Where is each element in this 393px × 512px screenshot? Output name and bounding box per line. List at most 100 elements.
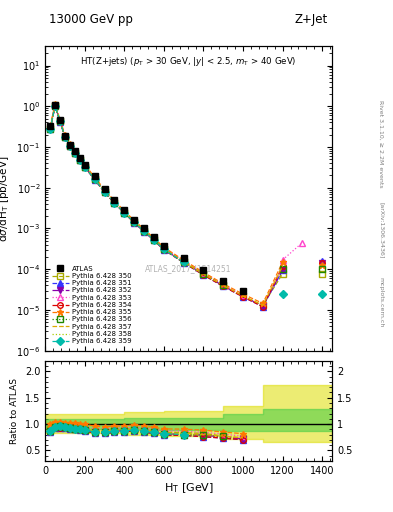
Pythia 6.428 358: [181, 259, 186, 265]
Pythia 6.428 350: [112, 199, 117, 205]
Pythia 6.428 353: [280, 257, 285, 263]
Pythia 6.428 350: [132, 219, 137, 225]
Pythia 6.428 358: [58, 118, 62, 124]
Pythia 6.428 353: [83, 162, 87, 168]
Pythia 6.428 350: [83, 163, 87, 169]
Line: Pythia 6.428 353: Pythia 6.428 353: [48, 102, 305, 298]
Pythia 6.428 352: [320, 260, 325, 266]
Pythia 6.428 351: [162, 247, 166, 253]
Pythia 6.428 355: [162, 244, 166, 250]
ATLAS: [201, 267, 206, 273]
Pythia 6.428 354: [241, 294, 245, 300]
Pythia 6.428 351: [201, 272, 206, 278]
Pythia 6.428 352: [142, 228, 147, 234]
Pythia 6.428 354: [221, 283, 226, 289]
Pythia 6.428 350: [241, 293, 245, 299]
Pythia 6.428 357: [92, 176, 97, 182]
Pythia 6.428 355: [83, 161, 87, 167]
Pythia 6.428 355: [122, 208, 127, 214]
Pythia 6.428 359: [102, 188, 107, 195]
Pythia 6.428 355: [320, 262, 325, 268]
Pythia 6.428 353: [77, 156, 82, 162]
Pythia 6.428 354: [122, 210, 127, 216]
Pythia 6.428 354: [73, 150, 77, 156]
Y-axis label: Ratio to ATLAS: Ratio to ATLAS: [10, 378, 19, 444]
Pythia 6.428 356: [92, 176, 97, 182]
ATLAS: [73, 148, 77, 155]
ATLAS: [83, 161, 87, 167]
Pythia 6.428 351: [53, 103, 57, 109]
Pythia 6.428 352: [261, 303, 265, 309]
Pythia 6.428 354: [152, 238, 156, 244]
Pythia 6.428 351: [280, 267, 285, 273]
Pythia 6.428 359: [132, 219, 137, 225]
Pythia 6.428 351: [62, 134, 67, 140]
Pythia 6.428 356: [62, 134, 67, 140]
Pythia 6.428 357: [142, 228, 147, 234]
Pythia 6.428 357: [73, 150, 77, 156]
Pythia 6.428 355: [92, 174, 97, 180]
Pythia 6.428 359: [83, 164, 87, 170]
Pythia 6.428 354: [48, 126, 53, 133]
Pythia 6.428 351: [102, 189, 107, 195]
Pythia 6.428 356: [53, 103, 57, 109]
Pythia 6.428 352: [181, 259, 186, 265]
Pythia 6.428 355: [142, 226, 147, 232]
Pythia 6.428 357: [68, 142, 72, 148]
Pythia 6.428 353: [48, 124, 53, 131]
Line: Pythia 6.428 352: Pythia 6.428 352: [48, 103, 325, 309]
Pythia 6.428 359: [53, 103, 57, 109]
Pythia 6.428 357: [112, 199, 117, 205]
ATLAS: [77, 155, 82, 161]
ATLAS: [122, 207, 127, 214]
Pythia 6.428 354: [181, 260, 186, 266]
Pythia 6.428 353: [122, 208, 127, 215]
Pythia 6.428 359: [162, 246, 166, 252]
ATLAS: [62, 133, 67, 139]
Pythia 6.428 354: [92, 177, 97, 183]
ATLAS: [132, 217, 137, 223]
Pythia 6.428 351: [48, 126, 53, 133]
Pythia 6.428 356: [122, 209, 127, 216]
Pythia 6.428 353: [162, 245, 166, 251]
Pythia 6.428 358: [68, 143, 72, 149]
Pythia 6.428 357: [261, 302, 265, 308]
Pythia 6.428 359: [152, 237, 156, 243]
Pythia 6.428 350: [73, 150, 77, 156]
Text: Rivet 3.1.10, ≥ 2.2M events: Rivet 3.1.10, ≥ 2.2M events: [379, 99, 384, 187]
Pythia 6.428 359: [112, 200, 117, 206]
Pythia 6.428 352: [112, 200, 117, 206]
Pythia 6.428 358: [122, 209, 127, 216]
Pythia 6.428 351: [320, 259, 325, 265]
Pythia 6.428 350: [320, 271, 325, 278]
ATLAS: [112, 197, 117, 203]
Pythia 6.428 350: [122, 209, 127, 216]
Pythia 6.428 353: [300, 240, 305, 246]
Pythia 6.428 354: [162, 247, 166, 253]
Pythia 6.428 359: [48, 126, 53, 132]
Pythia 6.428 355: [73, 148, 77, 154]
Line: Pythia 6.428 356: Pythia 6.428 356: [48, 103, 325, 288]
ATLAS: [48, 123, 53, 130]
Pythia 6.428 353: [68, 142, 72, 148]
Pythia 6.428 356: [48, 126, 53, 132]
Pythia 6.428 354: [201, 272, 206, 278]
Pythia 6.428 359: [92, 176, 97, 182]
Pythia 6.428 353: [152, 236, 156, 242]
Pythia 6.428 352: [132, 219, 137, 225]
Pythia 6.428 352: [53, 103, 57, 109]
Pythia 6.428 357: [162, 246, 166, 252]
Pythia 6.428 354: [58, 119, 62, 125]
Pythia 6.428 352: [77, 157, 82, 163]
Pythia 6.428 351: [241, 294, 245, 300]
Pythia 6.428 357: [181, 259, 186, 265]
Pythia 6.428 354: [83, 164, 87, 170]
Pythia 6.428 353: [58, 117, 62, 123]
ATLAS: [58, 117, 62, 123]
Line: Pythia 6.428 357: Pythia 6.428 357: [50, 105, 322, 305]
ATLAS: [142, 225, 147, 231]
Pythia 6.428 359: [62, 134, 67, 140]
X-axis label: H$_\mathrm{T}$ [GeV]: H$_\mathrm{T}$ [GeV]: [163, 481, 214, 495]
Pythia 6.428 353: [201, 270, 206, 276]
Pythia 6.428 350: [152, 237, 156, 243]
